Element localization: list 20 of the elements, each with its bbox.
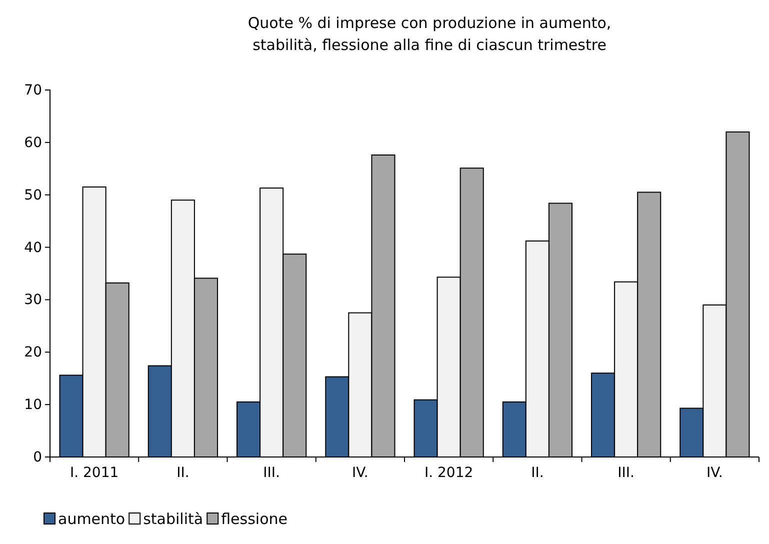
x-tick-label: I. 2012	[424, 464, 474, 481]
y-tick-label: 30	[24, 292, 42, 308]
legend-label: aumento	[58, 510, 126, 528]
x-tick-label: IV.	[706, 464, 723, 481]
x-tick-label: I. 2011	[70, 464, 119, 481]
y-tick-label: 40	[24, 240, 42, 256]
y-tick-label: 60	[24, 134, 42, 151]
y-tick-label: 50	[24, 187, 42, 204]
legend-label: flessione	[221, 510, 288, 528]
x-tick-label: II.	[176, 464, 190, 481]
y-tick-label: 0	[33, 449, 42, 466]
y-tick-label: 70	[24, 82, 42, 98]
x-tick-label: IV.	[352, 464, 368, 481]
x-tick-label: III.	[263, 464, 280, 481]
y-tick-label: 10	[24, 397, 42, 414]
x-tick-label: III.	[618, 464, 634, 481]
legend-label: stabilità	[143, 510, 204, 528]
chart-title: Quote % di imprese con produzione in aumento, stabilità, flessione alla fine di ciascun trimestre	[248, 14, 612, 54]
y-tick-label: 20	[24, 344, 42, 361]
x-tick-label: II.	[531, 464, 544, 481]
